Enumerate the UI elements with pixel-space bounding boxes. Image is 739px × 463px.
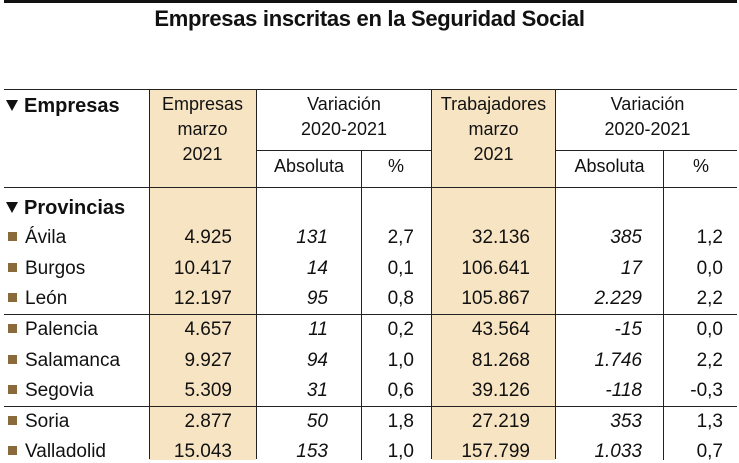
empresas-value: 5.309 (184, 380, 232, 401)
header-top-rule (4, 89, 737, 90)
square-bullet-icon (8, 446, 17, 455)
trabajadores-absoluta-header: Absoluta (574, 156, 645, 176)
square-bullet-icon (8, 263, 17, 272)
empresas-variacion-header: Variación 2020-2021 (300, 94, 388, 139)
empresas-value: 4.925 (184, 227, 232, 248)
empresas-value: 4.657 (184, 319, 232, 340)
trabajadores-abs-value: 1.746 (594, 350, 642, 371)
group-rule-1 (4, 314, 737, 315)
subheader-rule-right (556, 150, 737, 151)
trabajadores-value: 32.136 (471, 227, 530, 248)
trabajadores-value: 105.867 (461, 288, 530, 309)
empresas-abs-value: 94 (306, 350, 328, 371)
trabajadores-abs-value: 1.033 (594, 441, 642, 462)
trabajadores-column-header: Trabajadores marzo 2021 (440, 94, 547, 164)
empresas-pct-value: 2,7 (387, 227, 414, 248)
trabajadores-value: 39.126 (471, 380, 530, 401)
empresas-column-header: Empresas marzo 2021 (161, 94, 244, 164)
trabajadores-pct-header: % (692, 156, 709, 176)
province-name: León (8, 288, 67, 310)
empresas-abs-value: 153 (296, 441, 328, 462)
empresas-pct-value: 1,0 (387, 441, 414, 462)
empresas-abs-value: 95 (306, 288, 328, 309)
empresas-abs-value: 131 (296, 227, 328, 248)
province-name: Soria (8, 411, 69, 433)
col-divider-6 (663, 150, 664, 460)
empresas-abs-value: 50 (306, 411, 328, 432)
col-divider-2 (256, 89, 257, 459)
square-bullet-icon (8, 293, 17, 302)
trabajadores-pct-value: 0,0 (696, 319, 723, 340)
square-bullet-icon (8, 416, 17, 425)
empresas-pct-value: 1,0 (387, 350, 414, 371)
trabajadores-abs-value: -15 (614, 319, 642, 340)
trabajadores-abs-value: 2.229 (594, 288, 642, 309)
empresas-value: 10.417 (173, 258, 232, 279)
trabajadores-pct-value: -0,3 (690, 380, 723, 401)
trabajadores-pct-value: 2,2 (696, 288, 723, 309)
trabajadores-value: 106.641 (461, 258, 530, 279)
province-name: Valladolid (8, 441, 106, 463)
square-bullet-icon (8, 324, 17, 333)
subheader-rule-left (257, 150, 431, 151)
header-bottom-rule (4, 187, 737, 188)
square-bullet-icon (8, 355, 17, 364)
empresas-value: 9.927 (184, 350, 232, 371)
col-divider-3 (361, 150, 362, 460)
col-divider-5 (555, 89, 556, 459)
top-rule (4, 0, 737, 3)
page-title: Empresas inscritas en la Seguridad Socia… (154, 6, 585, 31)
empresas-heading: Empresas (6, 95, 120, 118)
trabajadores-pct-value: 0,7 (696, 441, 723, 462)
triangle-down-icon (6, 100, 18, 111)
trabajadores-pct-value: 1,2 (696, 227, 723, 248)
trabajadores-pct-value: 2,2 (696, 350, 723, 371)
trabajadores-abs-value: 385 (610, 227, 642, 248)
empresas-abs-value: 14 (306, 258, 328, 279)
province-name: Segovia (8, 380, 94, 402)
empresas-value: 2.877 (184, 411, 232, 432)
trabajadores-abs-value: 353 (610, 411, 642, 432)
empresas-abs-value: 11 (308, 319, 328, 340)
trabajadores-column-highlight (432, 90, 555, 460)
empresas-pct-value: 0,1 (387, 258, 414, 279)
trabajadores-value: 27.219 (471, 411, 530, 432)
trabajadores-abs-value: 17 (620, 258, 642, 279)
empresas-pct-header: % (387, 156, 404, 176)
trabajadores-value: 81.268 (471, 350, 530, 371)
trabajadores-pct-value: 1,3 (696, 411, 723, 432)
col-divider-1 (149, 89, 150, 459)
empresas-column-highlight (149, 90, 256, 460)
triangle-down-icon (6, 202, 18, 213)
empresas-pct-value: 0,8 (387, 288, 414, 309)
provincias-heading: Provincias (6, 197, 125, 220)
square-bullet-icon (8, 385, 17, 394)
province-name: Palencia (8, 319, 98, 341)
trabajadores-pct-value: 0,0 (696, 258, 723, 279)
province-name: Salamanca (8, 350, 120, 372)
empresas-abs-value: 31 (306, 380, 328, 401)
empresas-value: 12.197 (173, 288, 232, 309)
group-rule-2 (4, 406, 737, 407)
empresas-pct-value: 1,8 (387, 411, 414, 432)
empresas-pct-value: 0,2 (387, 319, 414, 340)
trabajadores-variacion-header: Variación 2020-2021 (604, 94, 691, 139)
province-name: Ávila (8, 227, 66, 249)
trabajadores-value: 157.799 (461, 441, 530, 462)
square-bullet-icon (8, 232, 17, 241)
col-divider-4 (431, 89, 432, 459)
empresas-value: 15.043 (173, 441, 232, 462)
province-name: Burgos (8, 258, 85, 280)
empresas-pct-value: 0,6 (387, 380, 414, 401)
trabajadores-abs-value: -118 (605, 380, 642, 401)
empresas-absoluta-header: Absoluta (273, 156, 345, 176)
trabajadores-value: 43.564 (471, 319, 530, 340)
